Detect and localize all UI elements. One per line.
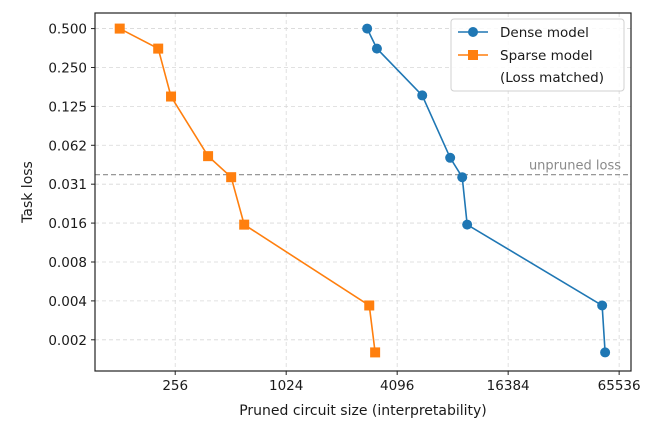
data-point	[462, 219, 473, 230]
data-point	[597, 300, 608, 311]
legend: Dense model Sparse model (Loss matched)	[450, 18, 625, 92]
y-tick-label: 0.002	[48, 333, 87, 349]
x-tick-label: 4096	[380, 378, 414, 394]
legend-dense-marker	[468, 27, 478, 37]
data-point	[417, 90, 428, 101]
legend-sparse-marker	[468, 50, 478, 60]
data-point	[166, 91, 177, 102]
data-point	[239, 219, 250, 230]
y-axis-label: Task loss	[20, 161, 36, 224]
y-tick-label: 0.008	[48, 255, 87, 271]
y-tick-label: 0.062	[48, 138, 87, 154]
legend-box	[450, 18, 625, 92]
y-tick-label: 0.016	[48, 216, 87, 232]
data-point	[203, 151, 214, 162]
data-point	[600, 347, 611, 358]
series-line	[119, 27, 376, 353]
y-axis: 0.500 0.250 0.125 0.062 0.031 0.016 0.008 0.004…	[48, 22, 95, 349]
y-tick-label: 0.125	[48, 99, 87, 115]
legend-sparse-label-2: (Loss matched)	[500, 70, 604, 86]
data-point	[226, 172, 237, 183]
x-tick-label: 16384	[487, 378, 530, 394]
x-axis-label: Pruned circuit size (interpretability)	[239, 403, 487, 419]
data-point	[362, 23, 373, 34]
data-point	[364, 300, 375, 311]
data-point	[114, 23, 125, 34]
reference-line-group: unpruned loss	[95, 159, 631, 176]
x-tick-label: 256	[162, 378, 188, 394]
data-point	[457, 172, 468, 183]
y-tick-label: 0.031	[48, 177, 87, 193]
data-point	[445, 152, 456, 163]
data-point	[153, 43, 164, 54]
y-tick-label: 0.004	[48, 294, 87, 310]
series-group	[114, 23, 611, 358]
series-line	[366, 28, 606, 353]
unpruned-loss-label: unpruned loss	[529, 159, 621, 174]
data-point	[371, 43, 382, 54]
series-dense	[362, 23, 611, 358]
x-axis: 256 1024 4096 16384 65536	[162, 371, 641, 394]
x-tick-label: 1024	[269, 378, 303, 394]
y-tick-label: 0.500	[48, 22, 87, 38]
series-sparse	[114, 23, 381, 358]
legend-sparse-label: Sparse model	[500, 48, 593, 64]
y-tick-label: 0.250	[48, 60, 87, 76]
legend-dense-label: Dense model	[500, 25, 589, 41]
plot-frame	[94, 12, 632, 372]
x-tick-label: 65536	[598, 378, 641, 394]
data-point	[370, 347, 381, 358]
